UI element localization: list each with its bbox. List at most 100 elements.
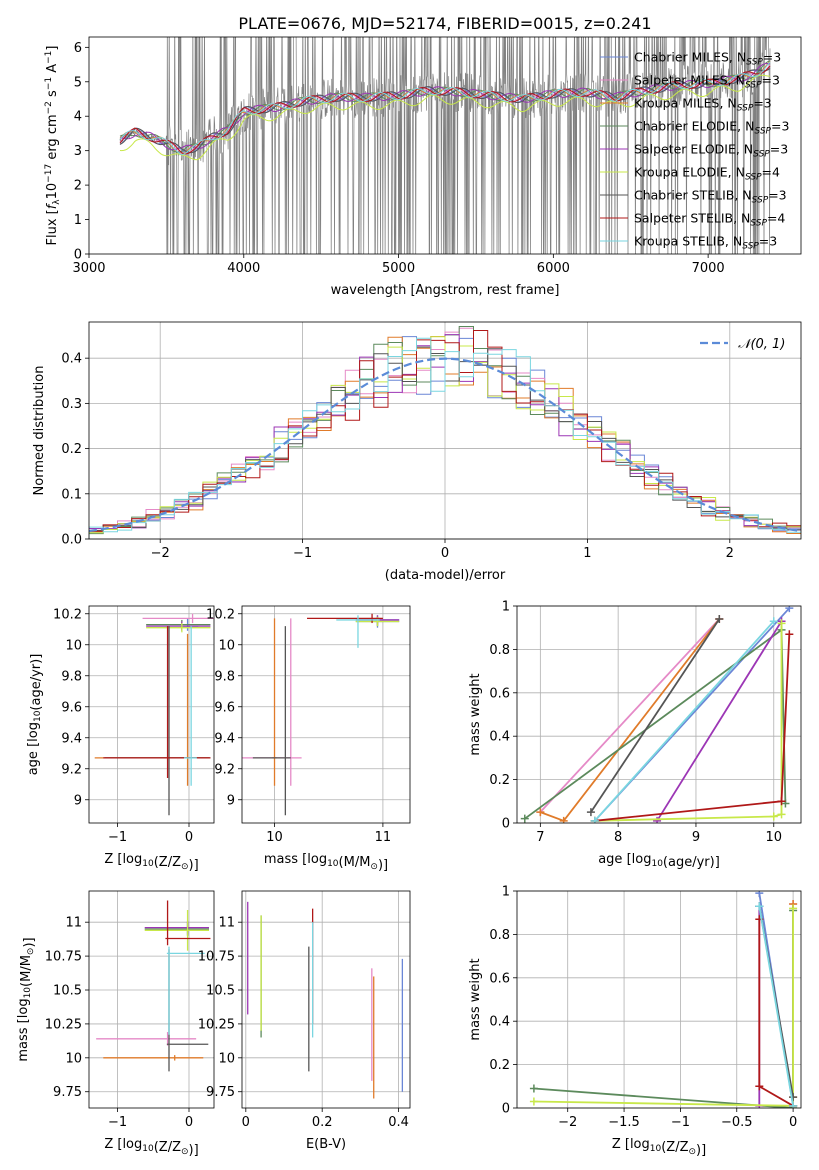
label-part: )] xyxy=(189,858,199,873)
point-chabrier-elodie xyxy=(144,922,209,936)
y-axis-label: Flux [fλ10−17 erg cm−2 s−1 A−1] xyxy=(44,46,62,246)
hist-kroupa-stelib xyxy=(89,337,801,539)
x-axis-label: mass [log10(M/M⊙)] xyxy=(264,852,388,873)
x-axis-label: wavelength [Angstrom, rest frame] xyxy=(331,283,560,298)
series-marker xyxy=(769,812,778,821)
label-part: 10 xyxy=(45,183,60,200)
series-kroupa-miles xyxy=(536,615,724,823)
series-line xyxy=(656,620,783,822)
series-line xyxy=(758,906,794,1106)
label-subscript: 10 xyxy=(651,859,663,869)
label-part: −17 xyxy=(44,164,54,183)
series-marker xyxy=(755,891,764,898)
series-marker xyxy=(529,1097,538,1106)
legend-entry: Chabrier STELIB, NSSP=3 xyxy=(634,188,787,206)
y-tick-label: 0.4 xyxy=(61,352,82,367)
y-tick-label: 0.6 xyxy=(489,686,510,701)
x-axis-label: E(B-V) xyxy=(306,1137,346,1152)
point-chabrier-stelib xyxy=(166,949,209,1072)
label-part: f xyxy=(45,202,60,209)
y-tick-label: 0.3 xyxy=(61,397,82,412)
x-tick-label: −0.5 xyxy=(721,1115,753,1130)
legend-entry: Kroupa MILES, NSSP=3 xyxy=(634,96,772,114)
point-kroupa-miles xyxy=(94,633,209,786)
label-part: Z [ xyxy=(612,1137,630,1152)
series-marker xyxy=(777,810,786,819)
label-subscript: 10 xyxy=(142,1144,154,1154)
legend-entry: Salpeter MILES, NSSP=3 xyxy=(634,73,780,91)
y-tick-label: 9.6 xyxy=(214,700,235,715)
y-axis-label: mass weight xyxy=(468,673,483,755)
legend-nssp: =3 xyxy=(770,142,788,157)
y-tick-label: 10.75 xyxy=(45,950,82,965)
x-tick-label: 0 xyxy=(185,830,193,845)
legend-nssp: =4 xyxy=(767,211,785,226)
panel-residual_hist: −2 −1 0 1 2 0.0 0.1 0.2 0.3 0.4 𝒩(0, 1) (data-model… xyxy=(32,321,802,583)
legend-name: Salpeter STELIB, N xyxy=(634,211,750,226)
label-part: log xyxy=(16,998,31,1018)
label-part: A xyxy=(45,64,60,77)
point-salpeter-stelib xyxy=(165,900,211,946)
x-tick-label: 0 xyxy=(789,1115,797,1130)
legend-entry: Chabrier ELODIE, NSSP=3 xyxy=(634,119,789,137)
plot-area-sfh_Z xyxy=(529,891,798,1108)
label-part: mass [ xyxy=(16,1018,31,1061)
label-part: log xyxy=(630,1137,650,1152)
y-tick-label: 10.2 xyxy=(53,607,82,622)
x-tick-label: 2 xyxy=(726,546,734,561)
label-part: (M/M xyxy=(19,955,34,987)
x-tick-label: −1 xyxy=(108,830,127,845)
x-tick-label: 0 xyxy=(242,1115,250,1130)
label-part: log xyxy=(122,852,142,867)
label-subscript: 10 xyxy=(650,1144,662,1154)
x-tick-label: 3000 xyxy=(72,261,105,276)
y-tick-label: 0.0 xyxy=(61,533,82,548)
model-line-salpeter-miles xyxy=(119,64,771,155)
x-tick-label: 9 xyxy=(692,830,700,845)
y-tick-label: 9.75 xyxy=(53,1085,82,1100)
y-tick-label: 0.4 xyxy=(489,730,510,745)
label-part: −1 xyxy=(44,77,54,90)
label-part: log xyxy=(632,852,652,867)
label-subscript: ⊙ xyxy=(181,862,189,872)
legend-name: Kroupa STELIB, N xyxy=(634,234,742,249)
label-part: mass weight xyxy=(468,958,483,1040)
label-part: Z [ xyxy=(104,852,122,867)
x-tick-label: 0 xyxy=(441,546,449,561)
x-tick-label: −1 xyxy=(671,1115,690,1130)
x-axis-label: Z [log10(Z/Z⊙)] xyxy=(104,1137,198,1158)
x-tick-label: 7 xyxy=(536,830,544,845)
series-marker xyxy=(715,615,724,624)
legend-name: Chabrier STELIB, N xyxy=(634,188,752,203)
y-axis-label: mass weight xyxy=(468,958,483,1040)
legend-nssp: =3 xyxy=(759,234,777,249)
y-axis-label: age [log10(age/yr)] xyxy=(26,654,44,776)
series-line xyxy=(539,618,720,813)
y-tick-label: 10.75 xyxy=(198,950,235,965)
series-line xyxy=(594,623,783,822)
legend-entry: Kroupa ELODIE, NSSP=4 xyxy=(634,165,780,183)
y-tick-label: 10 xyxy=(218,638,235,653)
label-part: mass weight xyxy=(468,673,483,755)
legend-subscript: SSP xyxy=(752,196,769,206)
series-chabrier-stelib xyxy=(586,615,724,817)
legend-nssp: =4 xyxy=(762,165,780,180)
x-tick-label: −1 xyxy=(108,1115,127,1130)
plot-area-spectrum xyxy=(119,37,771,254)
legend-subscript: SSP xyxy=(750,219,767,229)
y-axis-label: Normed distribution xyxy=(32,366,47,496)
label-part: (Z/Z xyxy=(661,1140,688,1155)
legend-nssp: =3 xyxy=(762,73,780,88)
y-tick-label: 0 xyxy=(74,248,82,263)
y-tick-label: 9 xyxy=(74,793,82,808)
y-tick-label: 10.2 xyxy=(206,607,235,622)
label-part: erg cm xyxy=(45,114,60,163)
label-subscript: ⊙ xyxy=(26,948,36,956)
x-tick-label: 5000 xyxy=(382,261,415,276)
label-part: log xyxy=(26,722,41,742)
point-kroupa-stelib xyxy=(336,615,380,648)
series-marker xyxy=(586,808,595,817)
series-marker xyxy=(789,904,798,913)
